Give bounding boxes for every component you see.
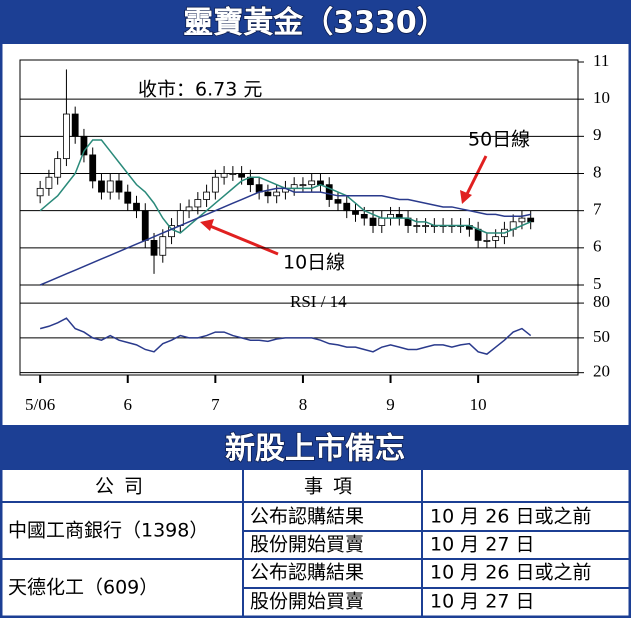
candle-body xyxy=(71,113,79,137)
date: 10 月 27 日 xyxy=(430,591,534,613)
candle-body xyxy=(422,225,429,227)
candle-body xyxy=(194,199,202,208)
date: 10 月 26 日或之前 xyxy=(430,562,591,584)
table-header: 公司 xyxy=(95,476,153,498)
candle-body xyxy=(176,210,184,226)
table-grid xyxy=(2,470,629,617)
candle-body xyxy=(483,239,491,242)
candle-body xyxy=(36,187,44,197)
candle-body xyxy=(220,173,228,178)
candle-body xyxy=(369,217,377,226)
candle-body xyxy=(238,173,246,178)
y-tick-label: 20 xyxy=(593,362,610,381)
x-tick-label: 9 xyxy=(386,395,395,414)
candle-body xyxy=(343,202,351,212)
x-tick-label: 10 xyxy=(470,395,487,414)
company: 天德化工（609） xyxy=(8,577,158,599)
ma50-label: 50日線 xyxy=(468,129,530,151)
moving-average xyxy=(39,187,531,286)
candle-body xyxy=(133,202,140,212)
candle-body xyxy=(115,180,123,193)
item: 股份開始買賣 xyxy=(250,591,364,613)
company: 中國工商銀行（1398） xyxy=(8,520,208,542)
arrow-head xyxy=(200,219,214,231)
y-tick-label: 8 xyxy=(593,162,602,181)
candle-body xyxy=(124,191,132,204)
candle-body xyxy=(203,191,210,200)
ma10-label: 10日線 xyxy=(283,252,345,274)
candle-body xyxy=(299,184,307,187)
candle-body xyxy=(325,184,333,200)
candle-body xyxy=(518,217,526,223)
title-banner xyxy=(0,0,631,44)
date: 10 月 26 日或之前 xyxy=(430,506,591,528)
arrow xyxy=(209,224,279,256)
candle-body xyxy=(527,217,535,223)
x-tick-label: 8 xyxy=(299,395,308,414)
y-tick-label: 7 xyxy=(593,200,602,219)
table-header: 事項 xyxy=(304,476,362,498)
candle-body xyxy=(80,135,88,156)
candle-body xyxy=(273,191,281,197)
arrow-head xyxy=(460,190,472,204)
candle-body xyxy=(264,191,272,197)
y-tick-label: 5 xyxy=(593,274,602,293)
y-tick-label: 80 xyxy=(593,292,610,311)
date: 10 月 27 日 xyxy=(430,534,534,556)
y-tick-label: 11 xyxy=(593,51,609,70)
candle-body xyxy=(211,176,219,193)
candle-body xyxy=(45,176,53,189)
table-title: 新股上市備忘 xyxy=(225,432,405,467)
item: 公布認購結果 xyxy=(250,506,364,528)
item: 公布認購結果 xyxy=(250,562,364,584)
candle-body xyxy=(360,213,368,219)
candle-body xyxy=(89,154,97,182)
candle-body xyxy=(413,225,421,227)
candle-body xyxy=(98,180,105,193)
candle-body xyxy=(229,173,237,175)
candle-body xyxy=(54,158,62,178)
y-tick-label: 6 xyxy=(593,237,602,256)
table-banner xyxy=(0,425,631,470)
candle-body xyxy=(308,180,316,186)
plot-frame xyxy=(19,59,579,376)
candle-body xyxy=(106,180,114,193)
arrow xyxy=(464,155,488,197)
candle-body xyxy=(334,199,342,204)
close-label: 收市：6.73 元 xyxy=(138,79,262,101)
x-tick-label: 7 xyxy=(211,395,220,414)
chart-title: 靈寶黃金（3330） xyxy=(183,6,447,41)
rsi-line xyxy=(39,317,532,355)
item: 股份開始買賣 xyxy=(250,534,364,556)
candle-body xyxy=(352,210,359,215)
candle-body xyxy=(378,217,386,226)
x-tick-label: 6 xyxy=(123,395,132,414)
candle-body xyxy=(63,113,70,160)
candle-body xyxy=(492,236,500,241)
y-tick-label: 10 xyxy=(593,88,610,107)
candle-body xyxy=(185,206,193,212)
y-tick-label: 9 xyxy=(593,125,602,144)
candle-body xyxy=(141,210,149,241)
x-tick-label: 5/06 xyxy=(25,395,55,414)
y-tick-label: 50 xyxy=(593,327,610,346)
rsi-label: RSI / 14 xyxy=(290,292,347,311)
candle-body xyxy=(159,236,167,256)
candle-body xyxy=(150,239,158,256)
